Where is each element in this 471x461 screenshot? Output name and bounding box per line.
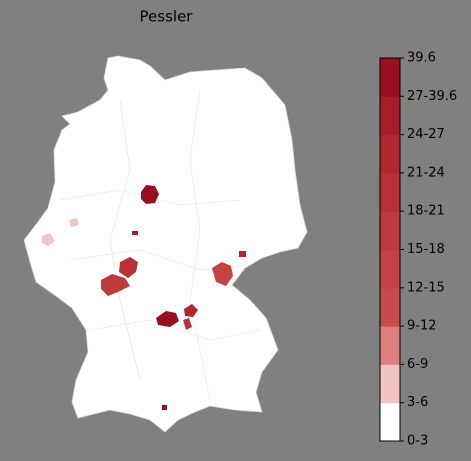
map-title: Pessler	[140, 8, 194, 26]
colorbar-band	[380, 211, 400, 250]
colorbar-band	[380, 364, 400, 404]
colorbar-label: 39.6	[407, 51, 436, 66]
colorbar-label: 12-15	[407, 280, 445, 295]
colorbar-label: 24-27	[407, 127, 445, 142]
colorbar-label: 18-21	[407, 204, 445, 219]
colorbar-band	[380, 287, 400, 327]
colorbar-label: 15-18	[407, 242, 445, 257]
colorbar-band	[380, 96, 400, 136]
region	[69, 218, 79, 227]
region	[119, 257, 138, 278]
region	[141, 185, 159, 204]
colorbar-band	[380, 326, 400, 365]
region	[162, 405, 167, 410]
colorbar-band	[380, 402, 400, 442]
colorbar-label: 6-9	[407, 357, 428, 372]
colorbar-label: 27-39.6	[407, 89, 457, 104]
colorbar-band	[380, 249, 400, 289]
colorbar-label: 21-24	[407, 165, 445, 180]
region	[239, 251, 246, 257]
country-outline	[23, 55, 308, 433]
region	[132, 231, 138, 235]
colorbar-label: 3-6	[407, 395, 428, 410]
region	[184, 304, 198, 317]
region	[183, 318, 192, 330]
colorbar-band	[380, 58, 400, 97]
germany-map	[23, 55, 308, 433]
colorbar-band	[380, 172, 400, 212]
region	[212, 262, 233, 286]
region	[156, 311, 179, 327]
region	[101, 274, 130, 296]
colorbar: 0-3 3-6 6-9 9-12 12-15 15-18 18-21 21-24 24-27 27…	[379, 51, 457, 449]
colorbar-label: 9-12	[407, 319, 437, 334]
colorbar-label: 0-3	[407, 434, 428, 449]
colorbar-band	[380, 134, 400, 174]
region	[42, 233, 55, 246]
